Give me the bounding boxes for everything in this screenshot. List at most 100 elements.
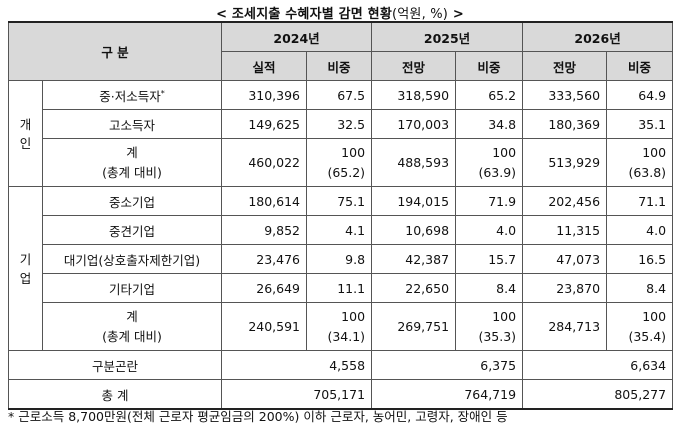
cell-value: 26,649 xyxy=(221,273,308,303)
group-char: 인 xyxy=(19,135,32,151)
cell-value: 34.8 xyxy=(455,109,524,139)
cell-value: 11,315 xyxy=(522,215,608,245)
cell-value-with-ratio: 100 (34.1) xyxy=(306,302,373,351)
cell-value: 705,171 xyxy=(221,379,373,410)
cell-value: 64.9 xyxy=(606,80,674,110)
footnote-mark: * xyxy=(160,88,165,98)
header-category: 구 분 xyxy=(7,21,223,81)
cell-value: 8.4 xyxy=(455,273,524,303)
header-row-sub: 실적 비중 전망 비중 전망 비중 xyxy=(9,51,674,81)
cell-value: 460,022 xyxy=(221,138,308,187)
row-label-large: 대기업(상호출자제한기업) xyxy=(41,244,223,274)
tax-expenditure-table: 구 분 2024년 2025년 2026년 실적 비중 전망 비중 전망 비중 … xyxy=(7,21,674,410)
cell-value: 71.1 xyxy=(606,186,674,216)
row-label-mid-low: 중·저소득자* xyxy=(41,80,223,110)
cell-value: 194,015 xyxy=(371,186,457,216)
cell-value-with-ratio: 100 (35.3) xyxy=(455,302,524,351)
table-row: 대기업(상호출자제한기업) 23,476 9.8 42,387 15.7 47,… xyxy=(9,244,674,274)
cell-value: 180,614 xyxy=(221,186,308,216)
row-label-individual-total: 계 (총계 대비) xyxy=(41,138,223,187)
title-tail: > xyxy=(448,7,464,22)
header-sub: 비중 xyxy=(455,51,524,81)
table-row-grand-total: 총 계 705,171 764,719 805,277 xyxy=(7,379,674,410)
cell-value: 4.0 xyxy=(606,215,674,245)
row-label-corporate-total: 계 (총계 대비) xyxy=(41,302,223,351)
cell-value: 202,456 xyxy=(522,186,608,216)
row-label-high: 고소득자 xyxy=(41,109,223,139)
cell-value: 805,277 xyxy=(522,379,674,410)
title-main: < 조세지출 수혜자별 감면 현황 xyxy=(216,7,392,22)
cell-value: 240,591 xyxy=(221,302,308,351)
cell-value: 71.9 xyxy=(455,186,524,216)
cell-value: 10,698 xyxy=(371,215,457,245)
cell-value: 180,369 xyxy=(522,109,608,139)
table-row: 중견기업 9,852 4.1 10,698 4.0 11,315 4.0 xyxy=(9,215,674,245)
cell-value: 35.1 xyxy=(606,109,674,139)
title-unit: (억원, %) xyxy=(392,7,449,22)
cell-value: 8.4 xyxy=(606,273,674,303)
cell-value: 4.1 xyxy=(306,215,373,245)
row-label-other: 기타기업 xyxy=(41,273,223,303)
row-label-midsize: 중견기업 xyxy=(41,215,223,245)
table-row-subtotal: 계 (총계 대비) 460,022 100 (65.2) 488,593 100 (6… xyxy=(9,138,674,187)
cell-value: 42,387 xyxy=(371,244,457,274)
cell-value: 513,929 xyxy=(522,138,608,187)
header-sub: 비중 xyxy=(606,51,674,81)
cell-value: 15.7 xyxy=(455,244,524,274)
cell-value: 22,650 xyxy=(371,273,457,303)
cell-value: 67.5 xyxy=(306,80,373,110)
cell-value-with-ratio: 100 (35.4) xyxy=(606,302,674,351)
cell-value: 75.1 xyxy=(306,186,373,216)
group-char: 업 xyxy=(19,270,32,286)
cell-value: 23,476 xyxy=(221,244,308,274)
table-title: < 조세지출 수혜자별 감면 현황(억원, %) > xyxy=(0,3,680,22)
row-label-unclassified: 구분곤란 xyxy=(7,350,223,380)
cell-value: 488,593 xyxy=(371,138,457,187)
cell-value: 333,560 xyxy=(522,80,608,110)
header-year-2025: 2025년 xyxy=(371,21,524,52)
header-year-2026: 2026년 xyxy=(522,21,674,52)
table-row: 구분곤란 4,558 6,375 6,634 xyxy=(7,350,674,380)
header-sub: 실적 xyxy=(221,51,308,81)
cell-value: 11.1 xyxy=(306,273,373,303)
footnote: * 근로소득 8,700만원(전체 근로자 평균임금의 200%) 이하 근로자… xyxy=(8,409,508,424)
row-label-grand-total: 총 계 xyxy=(7,379,223,410)
header-sub: 전망 xyxy=(371,51,457,81)
cell-value: 9,852 xyxy=(221,215,308,245)
cell-value: 284,713 xyxy=(522,302,608,351)
cell-value: 764,719 xyxy=(371,379,524,410)
table-row: 기타기업 26,649 11.1 22,650 8.4 23,870 8.4 xyxy=(9,273,674,303)
cell-value: 4.0 xyxy=(455,215,524,245)
group-char: 개 xyxy=(19,116,32,132)
cell-value: 4,558 xyxy=(221,350,373,380)
table-row-subtotal: 계 (총계 대비) 240,591 100 (34.1) 269,751 100 (3… xyxy=(9,302,674,351)
header-row-years: 구 분 2024년 2025년 2026년 xyxy=(7,21,674,81)
row-label-sme: 중소기업 xyxy=(41,186,223,216)
header-sub: 전망 xyxy=(522,51,608,81)
cell-value: 269,751 xyxy=(371,302,457,351)
cell-value: 170,003 xyxy=(371,109,457,139)
header-sub: 비중 xyxy=(306,51,373,81)
cell-value: 6,634 xyxy=(522,350,674,380)
cell-value: 32.5 xyxy=(306,109,373,139)
cell-value: 65.2 xyxy=(455,80,524,110)
cell-value-with-ratio: 100 (63.9) xyxy=(455,138,524,187)
cell-value: 310,396 xyxy=(221,80,308,110)
group-char: 기 xyxy=(19,251,32,267)
cell-value: 149,625 xyxy=(221,109,308,139)
cell-value: 6,375 xyxy=(371,350,524,380)
header-year-2024: 2024년 xyxy=(221,21,373,52)
cell-value: 16.5 xyxy=(606,244,674,274)
cell-value: 47,073 xyxy=(522,244,608,274)
cell-value-with-ratio: 100 (65.2) xyxy=(306,138,373,187)
cell-value-with-ratio: 100 (63.8) xyxy=(606,138,674,187)
table-row: 고소득자 149,625 32.5 170,003 34.8 180,369 3… xyxy=(9,109,674,139)
cell-value: 23,870 xyxy=(522,273,608,303)
cell-value: 318,590 xyxy=(371,80,457,110)
cell-value: 9.8 xyxy=(306,244,373,274)
